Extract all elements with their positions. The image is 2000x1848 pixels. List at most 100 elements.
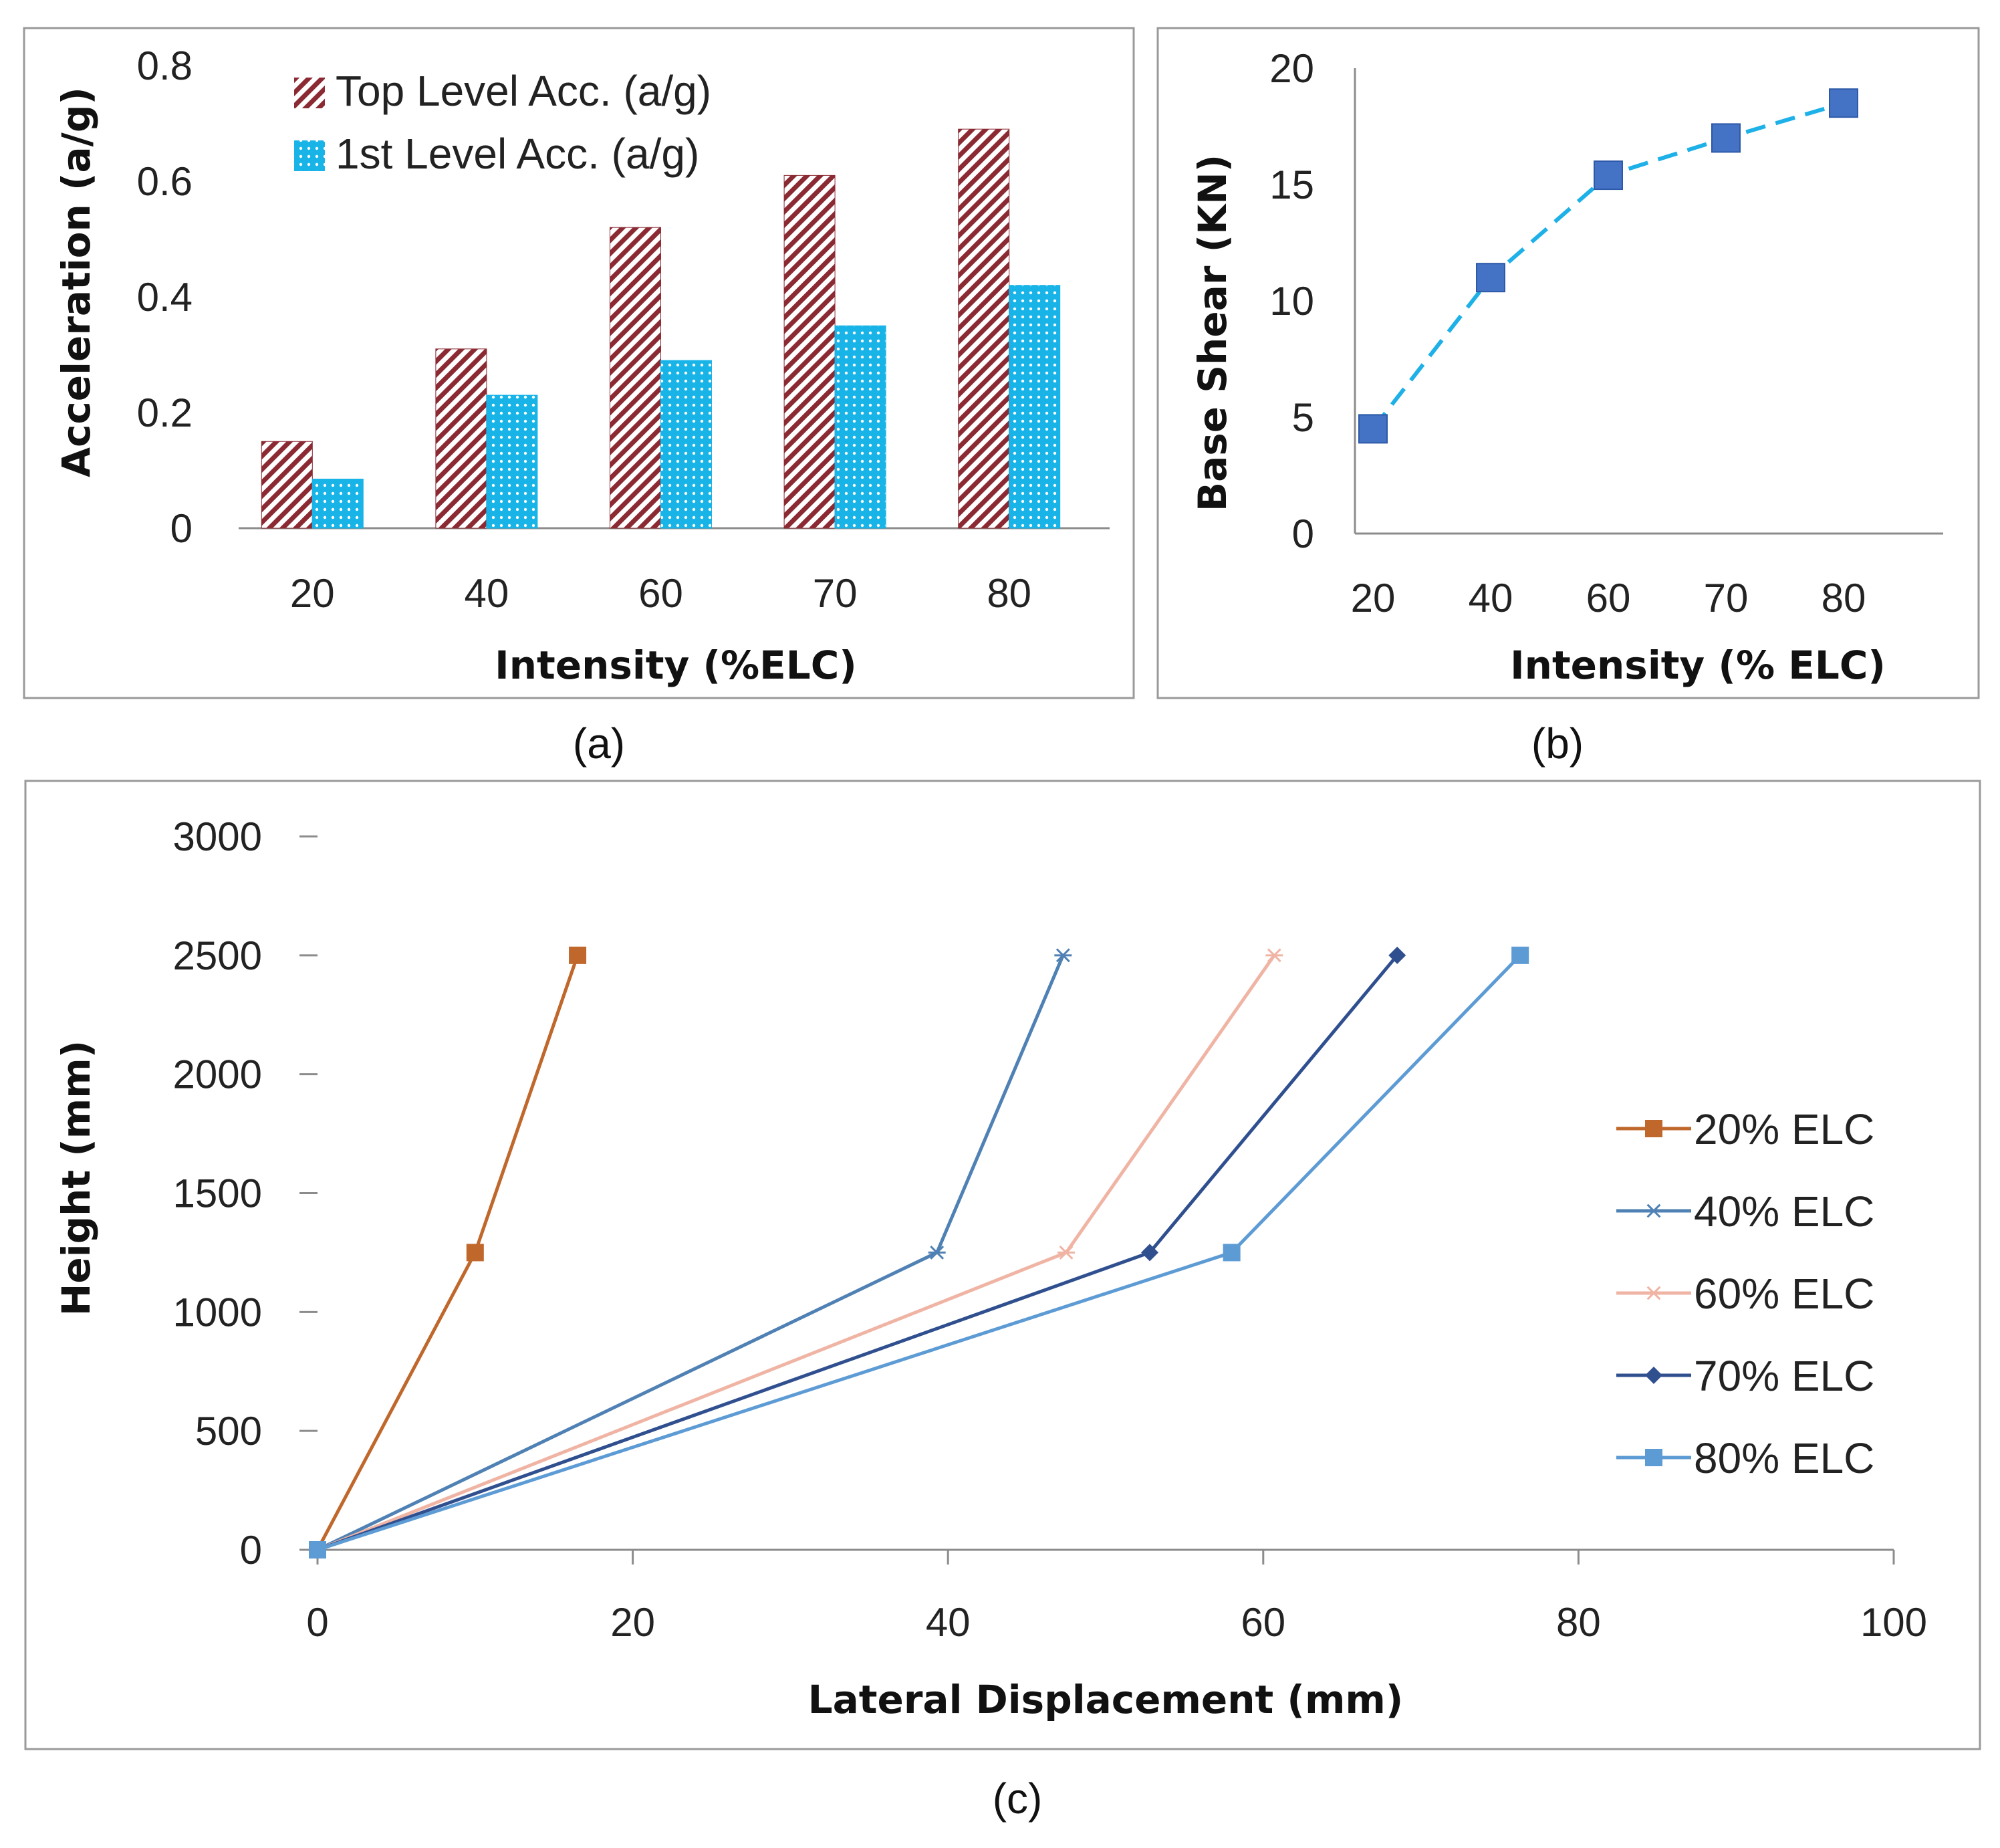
caption-b: (b) [1531,719,1584,768]
panel-c-y-tick-label: 2500 [173,933,262,978]
panel-a-y-tick-label: 0.6 [137,159,193,204]
panel-b: 0 5 10 15 20 20 40 60 70 80 Base Shear (KN) Inte… [1156,27,1980,699]
series-point-40-elc-stroke [930,1245,945,1260]
series-line-80-elc [317,954,1521,1552]
panel-a-y-title: Acceleration (a/g) [53,87,99,477]
panel-b-x-tick-label: 40 [1469,576,1513,620]
series-point-60-elc [1265,948,1283,963]
panel-b-x-tick-label: 70 [1704,576,1749,620]
bar-first-level [834,325,886,529]
panel-c-y-tick-label: 0 [240,1528,262,1573]
base-shear-point [1829,88,1858,118]
base-shear-point [1711,123,1741,153]
bar-top-level [610,227,661,529]
series-line-40-elc [316,954,1065,1552]
panel-a-y-tick-label: 0.4 [137,275,193,320]
series-line-60-elc [317,954,1276,1552]
panel-a-frame [23,27,1135,699]
panel-a: 0 0.2 0.4 0.6 0.8 20 40 60 70 80 Acceleration (a… [23,27,1135,699]
legend-label-20-elc: 20% ELC [1694,1105,1874,1153]
panel-b-frame [1156,27,1980,699]
panel-a-x-tick-label: 60 [638,571,683,616]
legend-swatch-top-level [294,78,325,108]
series-point-70-elc [1141,1244,1159,1262]
base-shear-line [1371,101,1844,431]
legend-marker-80-elc [1645,1449,1662,1466]
series-60-elc [309,948,1283,1557]
panel-b-x-tick-label: 60 [1586,576,1631,620]
series-point-80-elc [309,1541,326,1558]
panel-a-x-title: Intensity (%ELC) [495,643,857,688]
series-point-80-elc [1223,1244,1241,1262]
legend-marker-20-elc [1645,1120,1662,1137]
series-point-40-elc-stroke [1055,948,1070,963]
series-point-20-elc [466,1244,484,1262]
panel-c-y-tick-label: 3000 [173,814,262,859]
panel-b-y-tick-label: 0 [1292,511,1314,556]
panel-c-x-tick-label: 40 [926,1600,971,1645]
panel-b-y-tick-label: 20 [1269,46,1314,91]
bar-top-level [435,348,487,529]
base-shear-point [1358,414,1388,444]
legend-label-top-level: Top Level Acc. (a/g) [336,67,711,115]
bar-top-level [958,128,1010,529]
panel-b-x-tick-label: 80 [1822,576,1866,620]
panel-a-x-tick-label: 80 [987,571,1031,616]
series-20-elc [309,946,587,1558]
caption-c: (c) [993,1774,1043,1823]
legend-label-60-elc: 60% ELC [1694,1270,1874,1318]
panel-c-y-tick-label: 1500 [173,1171,262,1216]
legend-label-40-elc: 40% ELC [1694,1187,1874,1236]
bar-first-level [660,360,712,529]
series-point-40-elc [1054,948,1072,963]
legend-label-70-elc: 70% ELC [1694,1352,1874,1400]
panel-c: 0 20 40 60 80 100 0 500 1000 1500 2000 2500 3000 He… [24,780,1981,1750]
series-point-60-elc-stroke [1267,948,1281,963]
panel-a-x-tick-label: 70 [813,571,858,616]
legend-swatch-first-level [294,140,325,171]
panel-b-y-tick-label: 15 [1269,162,1314,207]
panel-c-y-tick-label: 2000 [173,1052,262,1097]
panel-a-x-tick-label: 20 [290,571,335,616]
panel-c-legend: 20% ELC 40% ELC 60% ELC 70% ELC 80% ELC [1616,1105,1874,1482]
panel-c-y-title: Height (mm) [53,1040,99,1316]
base-shear-point [1476,263,1505,293]
legend-marker-60-elc-stroke [1646,1286,1661,1300]
panel-b-x-title: Intensity (% ELC) [1510,643,1886,688]
panel-a-x-tick-label: 40 [465,571,509,616]
panel-a-y-tick-label: 0.2 [137,390,193,435]
series-point-40-elc [928,1245,946,1260]
panel-a-legend: Top Level Acc. (a/g) 1st Level Acc. (a/g… [294,67,711,178]
series-point-70-elc [1388,946,1406,964]
series-point-60-elc-stroke [1059,1245,1074,1260]
panel-c-frame [24,780,1981,1750]
panel-c-x-tick-label: 100 [1860,1600,1927,1645]
bar-first-level [486,394,538,529]
panel-b-y-tick-label: 5 [1292,395,1314,440]
panel-b-y-title: Base Shear (KN) [1190,154,1235,511]
series-point-20-elc [569,946,587,964]
panel-b-x-tick-label: 20 [1351,576,1396,620]
caption-a: (a) [573,719,625,768]
legend-label-first-level: 1st Level Acc. (a/g) [336,130,699,178]
panel-c-x-tick-label: 80 [1556,1600,1601,1645]
panel-a-y-tick-label: 0 [170,506,193,551]
bar-top-level [783,175,836,529]
panel-c-x-tick-label: 60 [1241,1600,1285,1645]
panel-c-x-title: Lateral Displacement (mm) [808,1677,1404,1722]
bar-top-level [261,441,313,529]
series-40-elc [309,948,1072,1557]
series-point-80-elc [1511,946,1529,964]
panel-b-y-tick-label: 10 [1269,279,1314,324]
series-point-60-elc [1057,1245,1076,1260]
bar-first-level [1009,285,1061,529]
bar-first-level [311,478,364,529]
legend-label-80-elc: 80% ELC [1694,1434,1874,1482]
legend-marker-70-elc [1645,1367,1662,1384]
legend-marker-40-elc-stroke [1646,1203,1661,1218]
series-80-elc [309,946,1529,1558]
panel-a-y-tick-label: 0.8 [137,43,193,88]
legend-marker-40-elc [1645,1203,1662,1218]
legend-marker-60-elc [1645,1286,1662,1300]
